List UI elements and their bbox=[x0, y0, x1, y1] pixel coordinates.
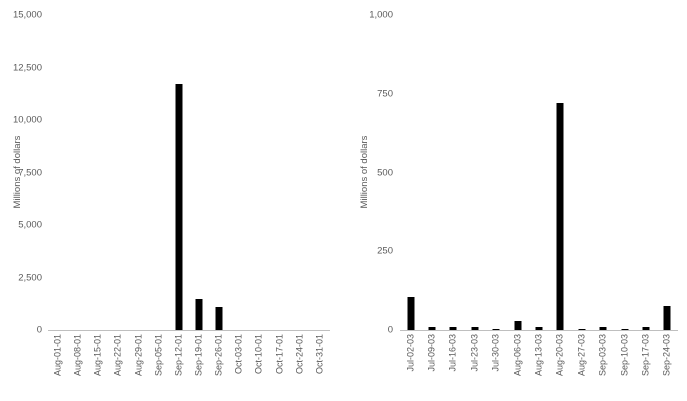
category-slot: Sep-17-03 bbox=[635, 15, 656, 376]
x-tick-label: Aug-29-01 bbox=[133, 334, 144, 377]
x-tick-label: Sep-05-01 bbox=[153, 334, 164, 377]
y-tick-label: 7,500 bbox=[18, 166, 42, 178]
category-slot: Sep-12-01 bbox=[169, 15, 189, 376]
x-tick-label: Jul-02-03 bbox=[405, 334, 416, 372]
y-tick-label: 15,000 bbox=[12, 9, 42, 21]
bar bbox=[215, 306, 223, 330]
x-tick-label: Jul-09-03 bbox=[426, 334, 437, 372]
x-tick-label: Sep-17-03 bbox=[640, 334, 651, 377]
bar bbox=[642, 327, 650, 330]
category-slot: Oct-10-01 bbox=[249, 15, 269, 374]
category-slot: Jul-30-03 bbox=[486, 15, 507, 372]
category-slot: Aug-13-03 bbox=[528, 15, 549, 376]
x-tick-label: Aug-01-01 bbox=[52, 334, 63, 377]
bar bbox=[195, 298, 203, 330]
x-tick-label: Oct-31-01 bbox=[314, 334, 325, 375]
x-tick-label: Aug-13-03 bbox=[533, 334, 544, 377]
bar bbox=[556, 103, 564, 330]
bar bbox=[407, 296, 415, 330]
category-slot: Oct-17-01 bbox=[270, 15, 290, 374]
y-tick-label: 500 bbox=[377, 166, 393, 178]
category-slot: Jul-16-03 bbox=[443, 15, 464, 372]
category-slot: Sep-26-01 bbox=[209, 15, 229, 376]
category-slot: Jul-02-03 bbox=[400, 15, 421, 372]
y-tick-label: 250 bbox=[377, 245, 393, 257]
x-tick-label: Aug-20-03 bbox=[554, 334, 565, 377]
category-slot: Aug-29-01 bbox=[129, 15, 149, 376]
category-slot: Jul-23-03 bbox=[464, 15, 485, 372]
category-slot: Aug-27-03 bbox=[571, 15, 592, 376]
bar bbox=[535, 326, 543, 330]
plot-area: Jul-02-03 Jul-09-03 Jul-16-03 Jul-23-03 Jul-… bbox=[400, 15, 678, 376]
bar bbox=[621, 328, 629, 330]
category-slot: Aug-22-01 bbox=[108, 15, 128, 376]
x-tick-label: Oct-24-01 bbox=[294, 334, 305, 375]
category-slot: Aug-08-01 bbox=[68, 15, 88, 376]
x-tick-label: Jul-16-03 bbox=[447, 334, 458, 372]
bar bbox=[175, 84, 183, 330]
category-slot: Oct-24-01 bbox=[290, 15, 310, 374]
x-tick-label: Jul-23-03 bbox=[469, 334, 480, 372]
category-slot: Aug-15-01 bbox=[88, 15, 108, 376]
chart-left: Millions of dollars Aug-01-01 Aug-08-01 Au… bbox=[0, 0, 343, 401]
bar bbox=[449, 327, 457, 330]
x-tick-label: Sep-19-01 bbox=[193, 334, 204, 377]
x-tick-label: Sep-24-03 bbox=[661, 334, 672, 377]
bar bbox=[578, 328, 586, 330]
x-tick-label: Sep-26-01 bbox=[213, 334, 224, 377]
x-tick-label: Oct-17-01 bbox=[274, 334, 285, 375]
category-slot: Sep-10-03 bbox=[614, 15, 635, 376]
category-slot: Sep-24-03 bbox=[657, 15, 678, 376]
x-tick-label: Aug-15-01 bbox=[92, 334, 103, 377]
category-slot: Sep-05-01 bbox=[149, 15, 169, 376]
bar-slots: Aug-01-01 Aug-08-01 Aug-15-01 Aug-22-01 Aug-… bbox=[48, 15, 330, 376]
category-slot: Oct-03-01 bbox=[229, 15, 249, 374]
x-tick-label: Aug-22-01 bbox=[112, 334, 123, 377]
category-slot: Jul-09-03 bbox=[421, 15, 442, 372]
bar bbox=[428, 326, 436, 330]
x-tick-label: Aug-06-03 bbox=[512, 334, 523, 377]
y-tick-label: 0 bbox=[36, 324, 42, 336]
x-tick-label: Sep-12-01 bbox=[173, 334, 184, 377]
category-slot: Oct-31-01 bbox=[310, 15, 330, 374]
x-tick-label: Oct-10-01 bbox=[253, 334, 264, 375]
plot-area: Aug-01-01 Aug-08-01 Aug-15-01 Aug-22-01 Aug-… bbox=[48, 15, 330, 376]
category-slot: Aug-20-03 bbox=[550, 15, 571, 376]
category-slot: Aug-06-03 bbox=[507, 15, 528, 376]
x-tick-label: Oct-03-01 bbox=[233, 334, 244, 375]
x-tick-label: Sep-10-03 bbox=[619, 334, 630, 377]
bar bbox=[492, 328, 500, 330]
y-tick-label: 750 bbox=[377, 88, 393, 99]
category-slot: Aug-01-01 bbox=[48, 15, 68, 376]
y-tick-label: 10,000 bbox=[12, 114, 42, 126]
y-tick-label: 2,500 bbox=[18, 271, 42, 283]
bar bbox=[599, 326, 607, 330]
y-tick-label: 12,500 bbox=[12, 61, 42, 73]
y-tick-label: 0 bbox=[387, 324, 393, 336]
category-slot: Sep-03-03 bbox=[593, 15, 614, 376]
y-tick-label: 5,000 bbox=[18, 219, 42, 231]
x-tick-label: Jul-30-03 bbox=[490, 334, 501, 372]
x-tick-label: Aug-08-01 bbox=[72, 334, 83, 377]
bar bbox=[663, 306, 671, 330]
y-tick-label: 1,000 bbox=[369, 9, 393, 21]
x-tick-label: Sep-03-03 bbox=[597, 334, 608, 377]
bar bbox=[514, 321, 522, 330]
bar bbox=[471, 326, 479, 330]
x-tick-label: Aug-27-03 bbox=[576, 334, 587, 377]
bar-slots: Jul-02-03 Jul-09-03 Jul-16-03 Jul-23-03 Jul-… bbox=[400, 15, 678, 376]
category-slot: Sep-19-01 bbox=[189, 15, 209, 376]
chart-right: Millions of dollars Jul-02-03 Jul-09-03 Ju… bbox=[343, 0, 687, 401]
